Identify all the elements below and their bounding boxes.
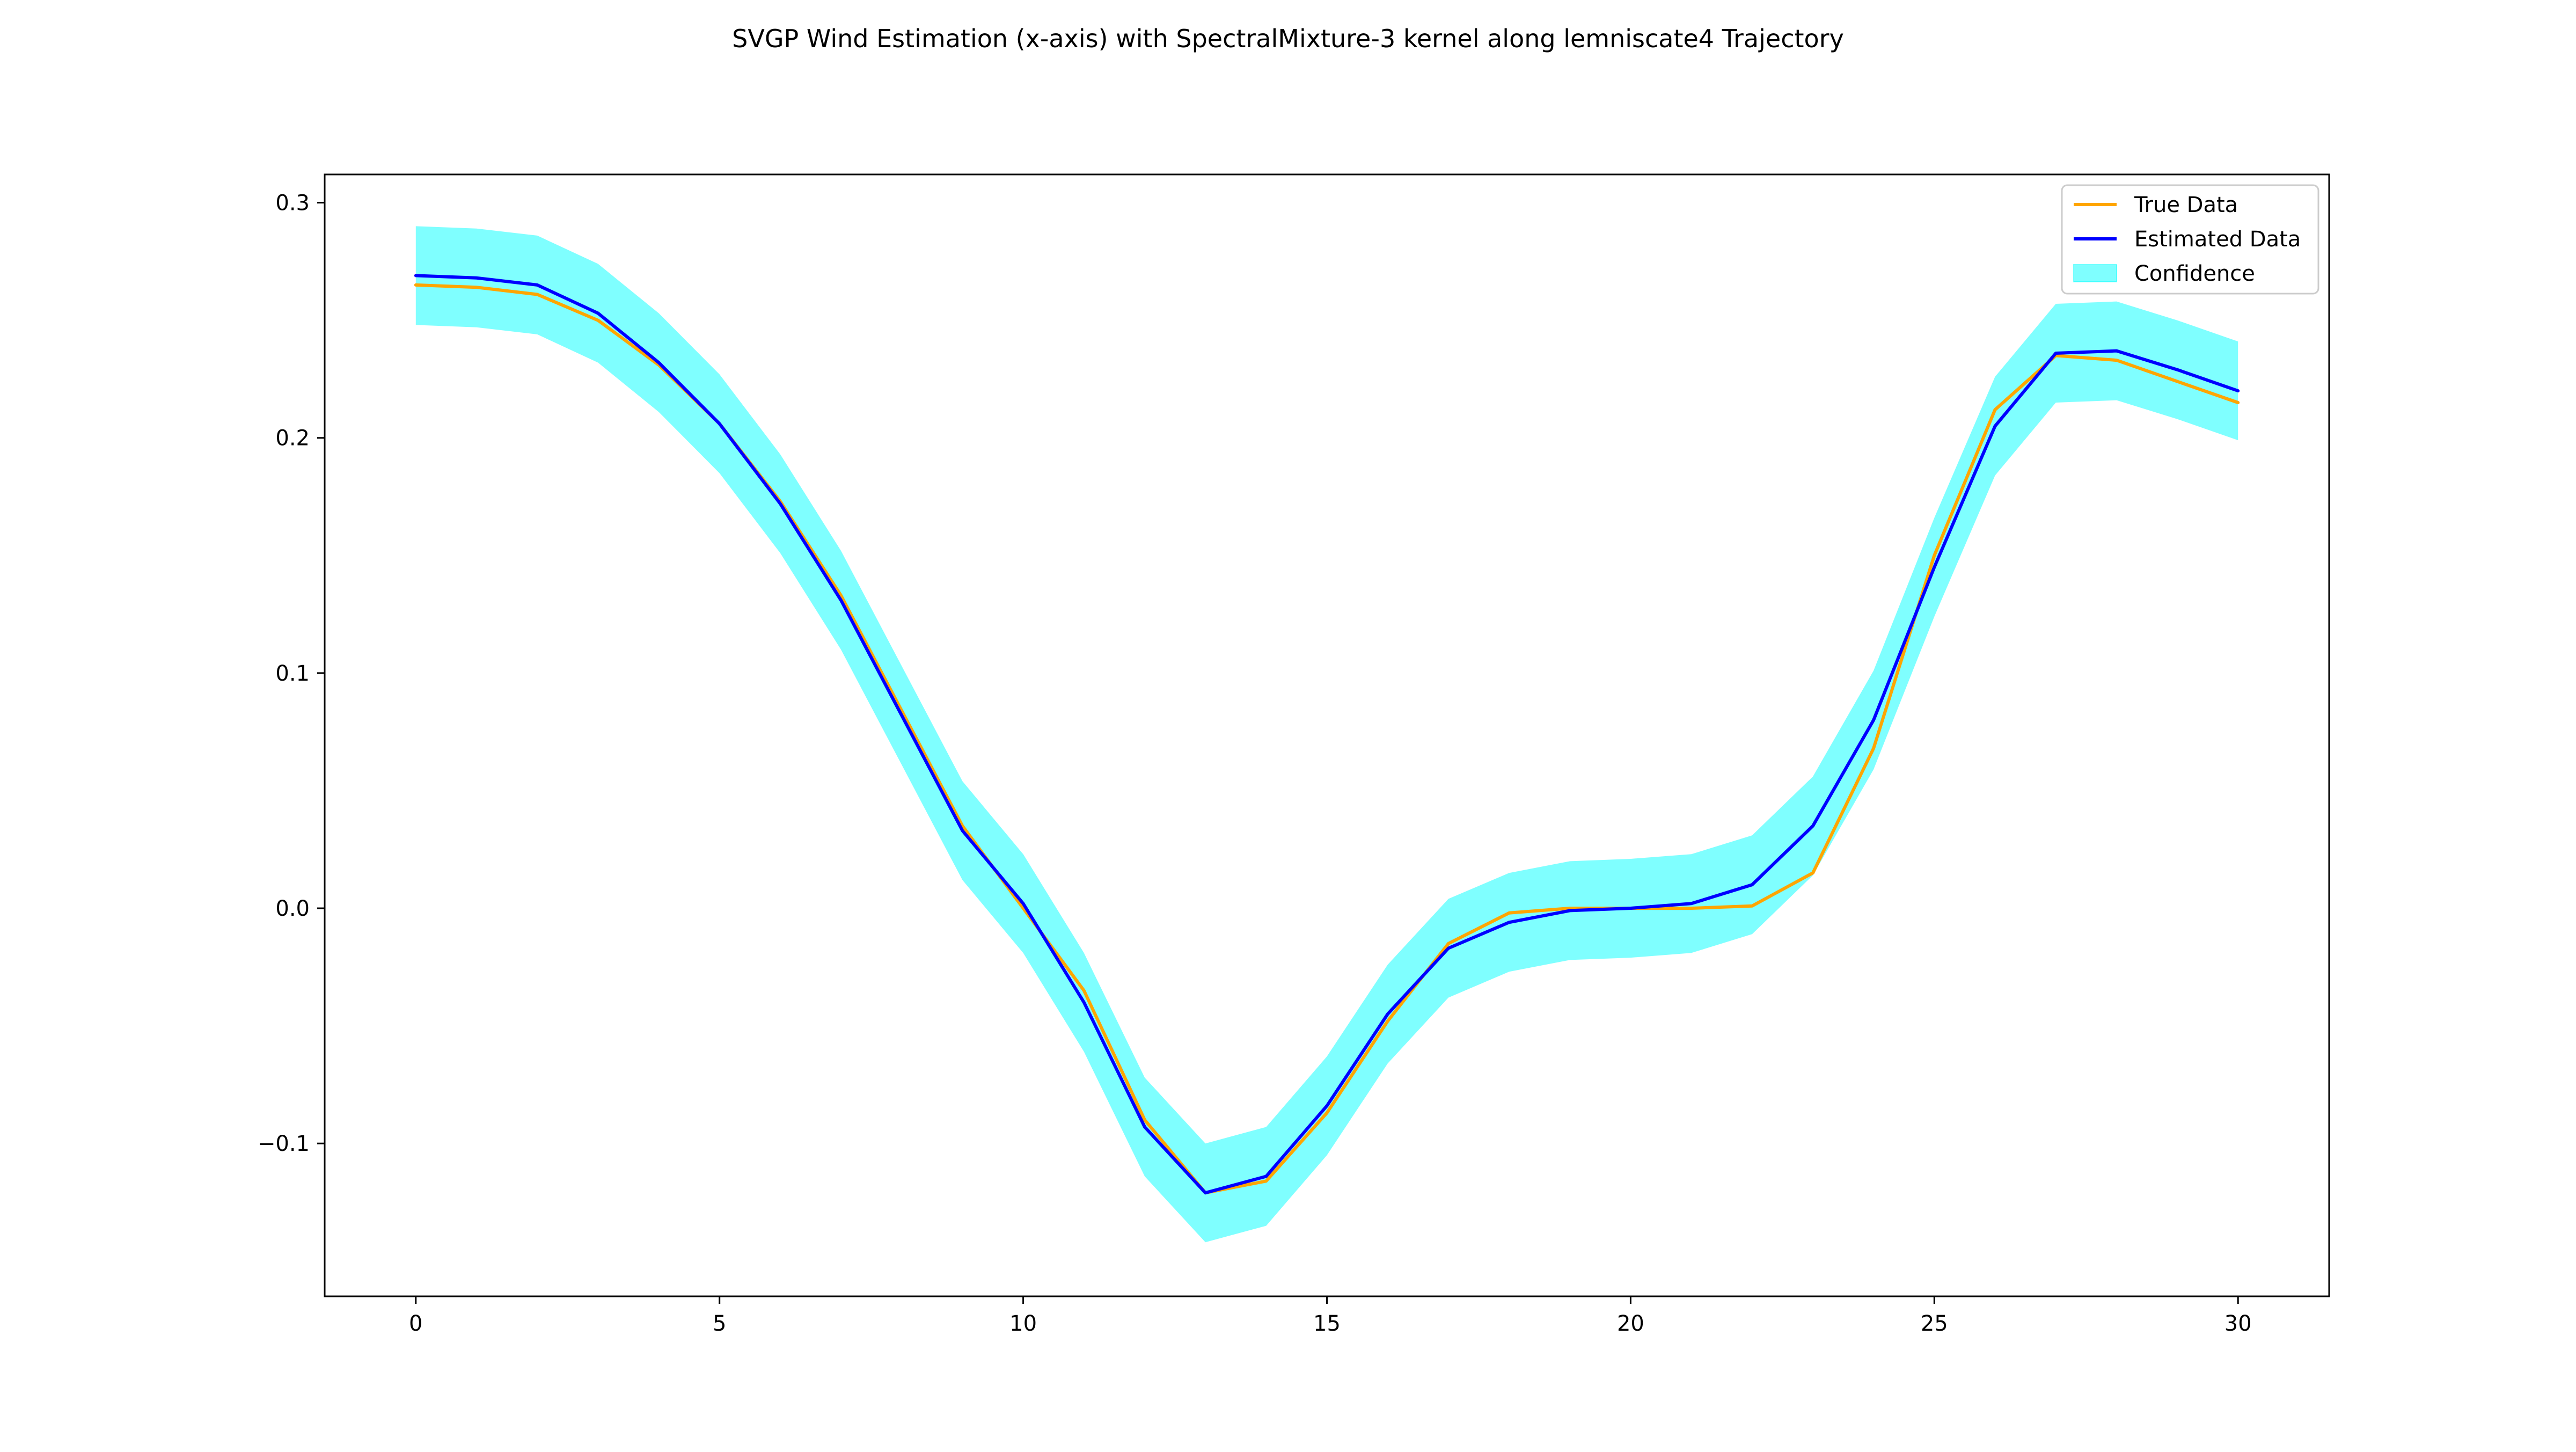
x-tick-label: 0 (409, 1311, 422, 1336)
y-tick-label: 0.3 (275, 191, 310, 216)
axes: 0 5 10 15 20 25 30 −0.1 0.0 0.1 0.2 0.3 (258, 173, 2330, 1336)
x-tick-label: 30 (2224, 1311, 2252, 1336)
chart-title: SVGP Wind Estimation (x-axis) with Spect… (732, 24, 1844, 53)
x-tick-label: 20 (1617, 1311, 1644, 1336)
x-tick-label: 10 (1009, 1311, 1037, 1336)
y-tick-label: 0.1 (275, 661, 310, 686)
y-tick-label: 0.2 (275, 426, 310, 451)
plot-area (414, 226, 2240, 1243)
x-tick-label: 15 (1313, 1311, 1341, 1336)
legend-entry-true-data-label: True Data (2134, 193, 2238, 217)
y-tick-label: −0.1 (258, 1132, 310, 1156)
confidence-band (415, 226, 2238, 1243)
legend-entry-confidence-swatch (2073, 264, 2117, 282)
series-line-estimated-data (414, 274, 2240, 1195)
x-tick-label: 25 (1921, 1311, 1948, 1336)
y-tick-label: 0.0 (275, 896, 310, 921)
legend-box (2061, 184, 2319, 295)
legend-entry-confidence-label: Confidence (2134, 261, 2255, 286)
legend-entry-estimated-data-label: Estimated Data (2134, 227, 2301, 252)
x-tick-label: 5 (713, 1311, 726, 1336)
legend: True Data Estimated Data Confidence (2061, 184, 2319, 295)
